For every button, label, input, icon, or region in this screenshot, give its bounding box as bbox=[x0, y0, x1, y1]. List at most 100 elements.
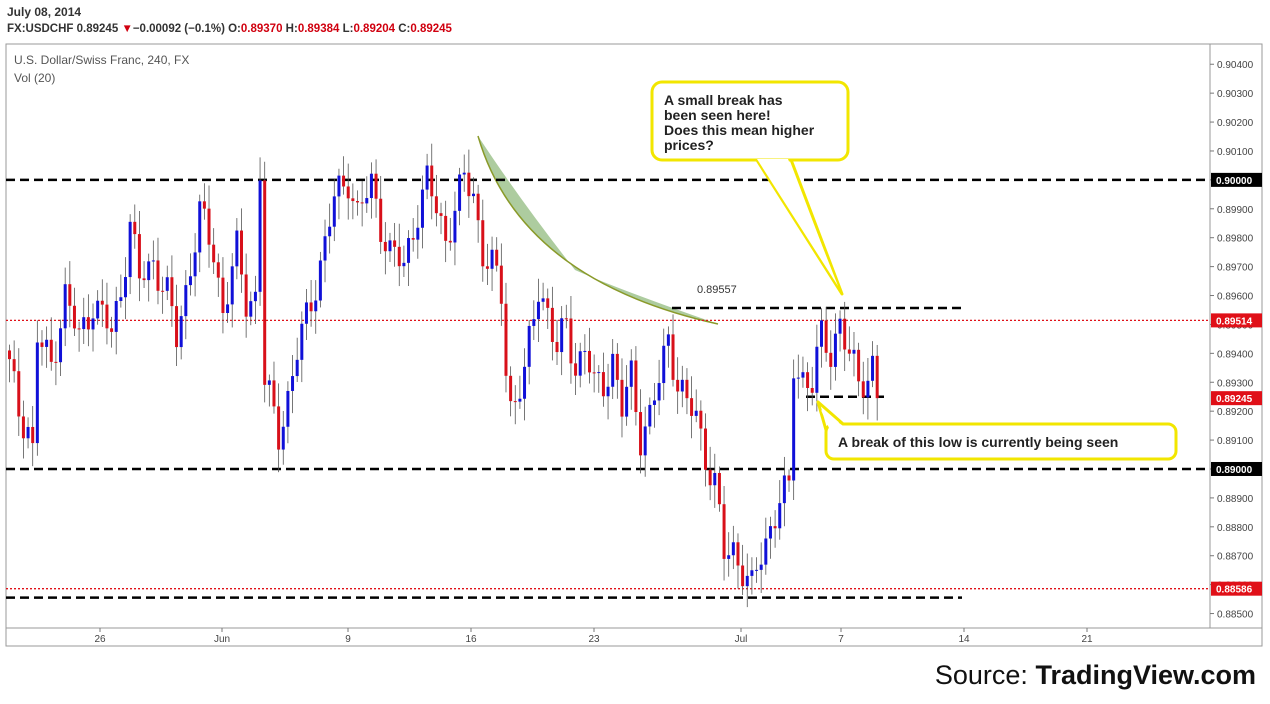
down-arrow-icon: ▼ bbox=[121, 23, 133, 35]
candle-body bbox=[485, 266, 489, 269]
price-axis-frame[interactable] bbox=[1209, 43, 1263, 629]
candle-body bbox=[564, 318, 568, 320]
top-callout-line-3: Does this mean higher bbox=[664, 122, 815, 138]
candle-body bbox=[820, 320, 823, 347]
candle-body bbox=[704, 428, 707, 470]
x-tick-label: 7 bbox=[838, 634, 844, 645]
x-tick-label: 26 bbox=[94, 634, 106, 645]
price-badge-text: 0.89514 bbox=[1216, 316, 1253, 327]
y-tick-label: 0.89300 bbox=[1217, 378, 1254, 389]
candle-body bbox=[137, 234, 141, 279]
time-axis-frame[interactable] bbox=[5, 627, 1263, 647]
candle-body bbox=[212, 244, 216, 263]
candle-body bbox=[179, 316, 183, 348]
bottom-callout-text: A break of this low is currently being s… bbox=[838, 434, 1118, 450]
candle-body bbox=[815, 346, 819, 393]
x-tick-label: Jun bbox=[214, 634, 230, 645]
candle-body bbox=[281, 426, 285, 450]
candle-body bbox=[258, 180, 262, 292]
source-credit: Source: TradingView.com bbox=[935, 660, 1256, 691]
candle-body bbox=[360, 202, 364, 204]
candle-body bbox=[481, 220, 485, 267]
candle-body bbox=[369, 173, 373, 199]
price-badge-box bbox=[1211, 313, 1262, 328]
candle-body bbox=[425, 165, 429, 190]
candle-body bbox=[871, 355, 875, 381]
candle-body bbox=[574, 363, 578, 376]
candle-body bbox=[54, 361, 58, 363]
candle-body bbox=[764, 538, 768, 565]
candle-body bbox=[852, 349, 856, 354]
candle-body bbox=[26, 426, 30, 439]
candle-body bbox=[690, 398, 694, 416]
candle-body bbox=[188, 276, 192, 286]
candle-body bbox=[741, 565, 745, 587]
candle-body bbox=[295, 359, 299, 377]
candle-body bbox=[801, 372, 805, 378]
y-tick-label: 0.88500 bbox=[1217, 610, 1254, 621]
candle-body bbox=[532, 319, 536, 326]
candle-body bbox=[727, 555, 731, 559]
candle-body bbox=[555, 341, 559, 353]
candle-body bbox=[750, 570, 754, 576]
candle-body bbox=[499, 265, 503, 304]
candle-body bbox=[151, 260, 155, 262]
candle-body bbox=[263, 180, 267, 385]
candle-body bbox=[337, 175, 341, 197]
candle-body bbox=[267, 380, 271, 385]
price-badge-box bbox=[1211, 581, 1262, 596]
open-label: O: bbox=[228, 23, 241, 35]
candle-body bbox=[838, 318, 842, 334]
candle-body bbox=[453, 210, 457, 243]
candle-body bbox=[662, 345, 666, 384]
candle-body bbox=[444, 215, 448, 241]
candle-body bbox=[513, 401, 517, 403]
candle-body bbox=[476, 193, 480, 221]
candle-body bbox=[374, 173, 378, 199]
candle-body bbox=[458, 174, 462, 211]
candle-body bbox=[96, 300, 100, 319]
candle-body bbox=[639, 412, 643, 456]
candle-body bbox=[318, 260, 322, 301]
y-tick-label: 0.90400 bbox=[1217, 60, 1254, 71]
candle-body bbox=[114, 300, 118, 332]
candle-body bbox=[91, 318, 95, 330]
candle-body bbox=[472, 193, 475, 197]
candle-body bbox=[416, 227, 420, 240]
candle-body bbox=[202, 201, 206, 209]
candle-body bbox=[309, 302, 313, 312]
candle-body bbox=[759, 564, 763, 570]
y-tick-label: 0.89900 bbox=[1217, 205, 1254, 216]
candle-body bbox=[342, 175, 346, 187]
candle-body bbox=[708, 469, 712, 486]
candle-body bbox=[300, 323, 304, 360]
bottom-callout: A break of this low is currently being s… bbox=[816, 400, 1178, 461]
candle-body bbox=[722, 504, 726, 559]
candle-body bbox=[495, 249, 499, 266]
candle-body bbox=[611, 353, 615, 387]
candle-body bbox=[407, 238, 411, 263]
y-tick-label: 0.88700 bbox=[1217, 552, 1254, 563]
candle-body bbox=[518, 398, 522, 402]
candle-body bbox=[388, 240, 392, 252]
candle-body bbox=[365, 198, 369, 204]
candle-body bbox=[291, 376, 295, 391]
candle-body bbox=[379, 198, 383, 242]
candle-body bbox=[226, 304, 230, 313]
candle-body bbox=[857, 349, 861, 382]
top-callout-line-1: A small break has bbox=[664, 92, 783, 108]
candle-body bbox=[82, 317, 86, 330]
price-change: −0.00092 (−0.1%) bbox=[132, 23, 225, 35]
candle-body bbox=[383, 241, 387, 252]
candle-body bbox=[402, 262, 406, 267]
price-badge-box bbox=[1211, 461, 1262, 476]
candle-body bbox=[541, 298, 545, 302]
candle-body bbox=[694, 410, 698, 416]
quote-line: FX:USDCHF 0.89245 ▼−0.00092 (−0.1%) O:0.… bbox=[7, 23, 452, 35]
level-label: 0.89557 bbox=[697, 284, 737, 296]
y-tick-label: 0.90200 bbox=[1217, 118, 1254, 129]
candle-body bbox=[198, 201, 202, 253]
y-tick-label: 0.90300 bbox=[1217, 89, 1254, 100]
candle-body bbox=[393, 240, 397, 247]
